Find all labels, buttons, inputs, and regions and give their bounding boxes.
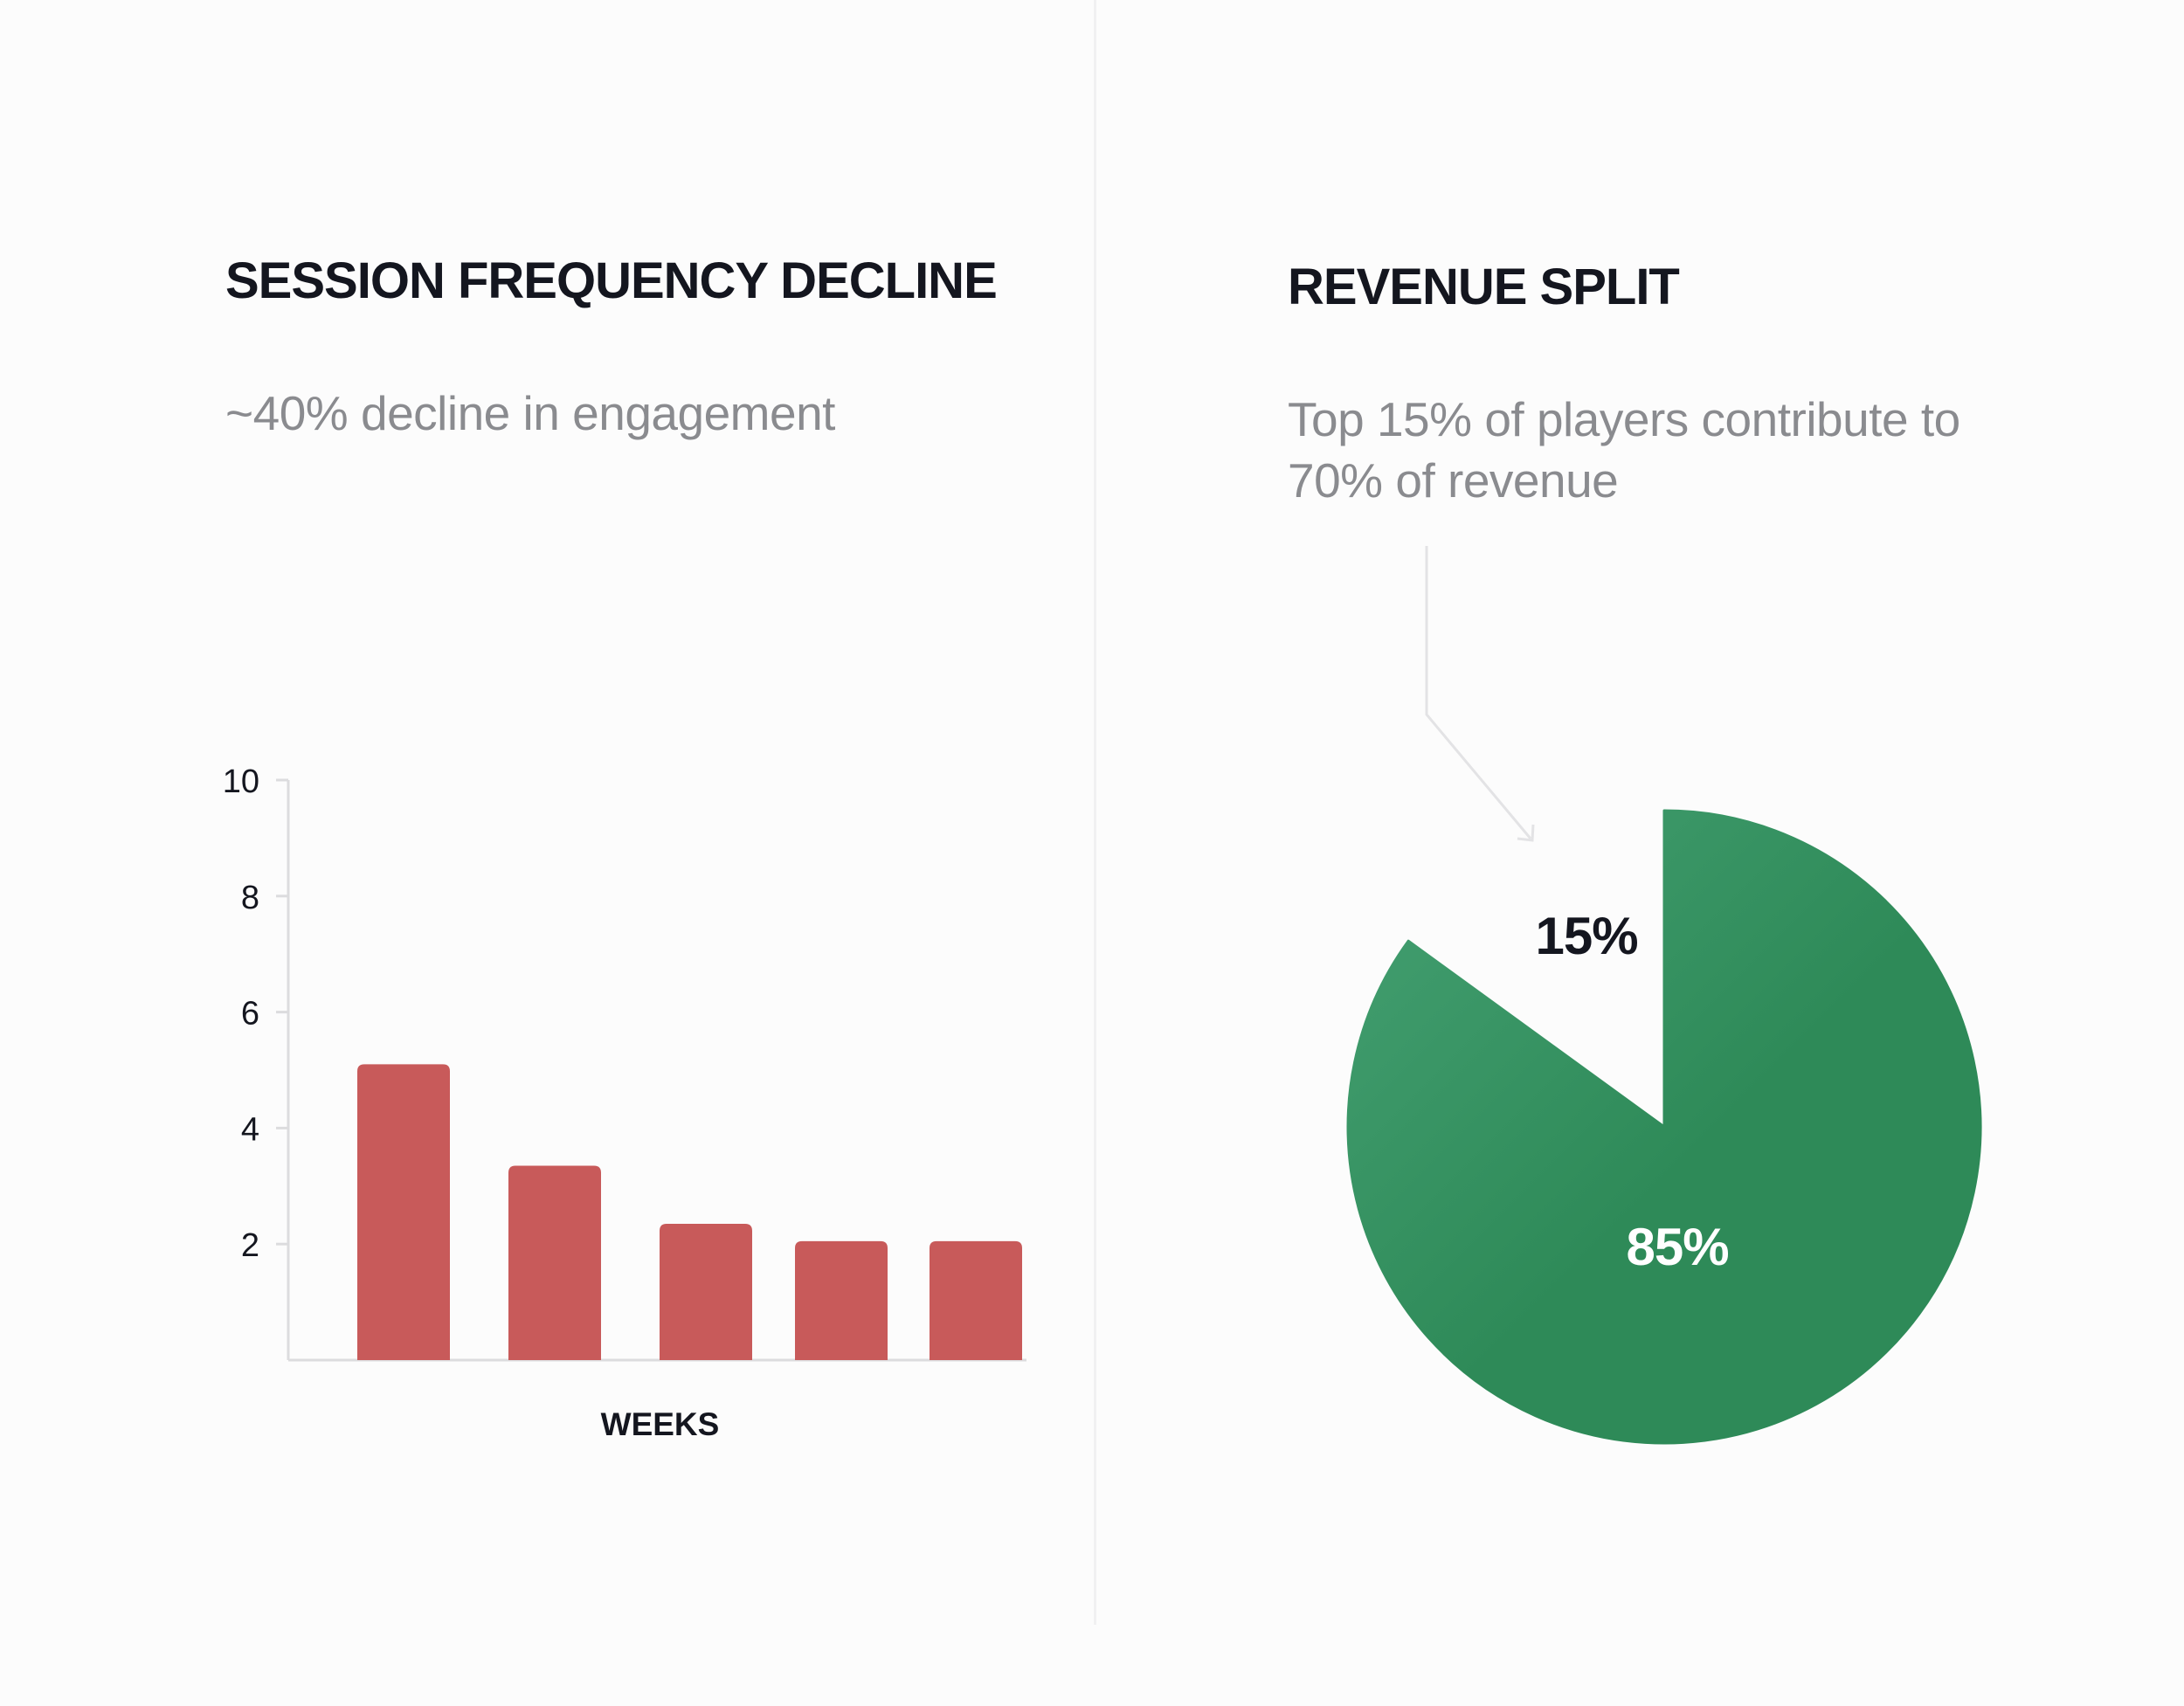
bar-chart-title: SESSION FREQUENCY DECLINE <box>225 252 998 309</box>
y-tick-label: 4 <box>241 1111 259 1148</box>
y-tick-label: 6 <box>241 996 259 1033</box>
y-tick-label: 2 <box>241 1227 259 1264</box>
bar <box>508 1165 601 1360</box>
bar <box>357 1064 450 1360</box>
x-axis-label: WEEKS <box>601 1406 720 1442</box>
bar <box>795 1240 888 1360</box>
pie-chart-title: REVENUE SPLIT <box>1288 259 1680 315</box>
callout-arrowhead <box>1517 824 1535 842</box>
y-tick-label: 10 <box>223 763 259 800</box>
pie-slice-large <box>1346 809 1982 1445</box>
bar-chart-subtitle: ~40% decline in engagement <box>225 386 835 440</box>
bar <box>930 1240 1022 1360</box>
pie-slice-label-small: 15% <box>1535 907 1637 965</box>
pie-chart-subtitle: Top 15% of players contribute to 70% of … <box>1288 392 1960 508</box>
pie-slice-label-large: 85% <box>1626 1218 1728 1276</box>
bar <box>660 1223 752 1360</box>
bar-chart: 2 4 6 8 10 WEEKS <box>223 763 1026 1442</box>
callout-line <box>1425 546 1532 839</box>
y-tick-label: 8 <box>241 880 259 916</box>
pie-chart: 15% 85% <box>1346 546 1982 1445</box>
panel-divider <box>1094 0 1096 1625</box>
